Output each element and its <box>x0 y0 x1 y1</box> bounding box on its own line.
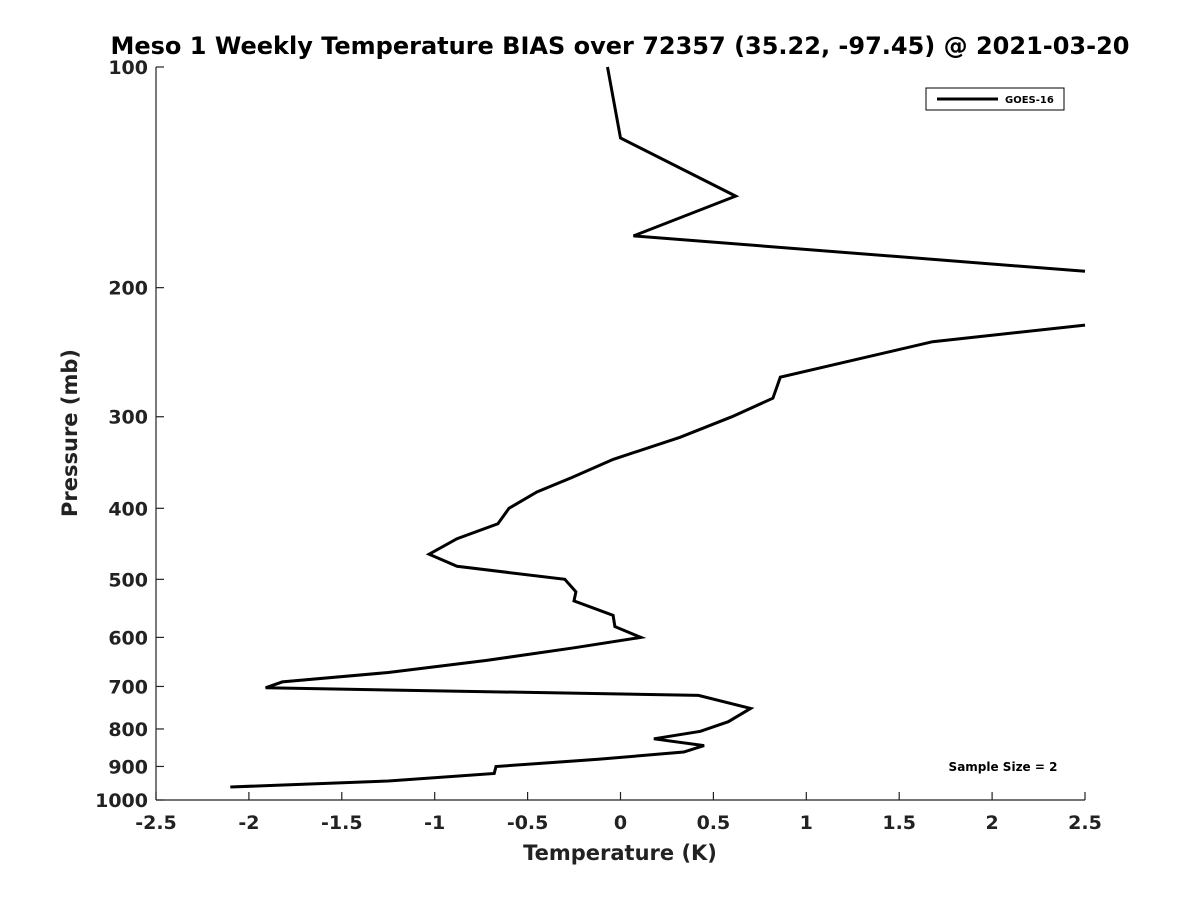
x-tick-label: 1.5 <box>882 812 916 834</box>
y-ticks: 100 200 300 400 500 600 700 800 900 1000 <box>95 57 164 812</box>
x-ticks: -2.5 -2 -1.5 -1 -0.5 0 0.5 1 1.5 2 2.5 <box>135 792 1102 834</box>
y-tick-label: 800 <box>108 719 148 741</box>
x-tick-label: -0.5 <box>507 812 549 834</box>
series-line-goes-16-segment-1 <box>230 323 1086 789</box>
y-tick-label: 1000 <box>95 790 148 812</box>
sample-size-annotation: Sample Size = 2 <box>949 760 1058 774</box>
y-tick-label: 100 <box>108 57 148 79</box>
y-axis-label: Pressure (mb) <box>58 349 82 517</box>
x-tick-label: 2 <box>985 812 998 834</box>
chart-title: Meso 1 Weekly Temperature BIAS over 7235… <box>110 32 1129 60</box>
x-tick-label: -2 <box>238 812 259 834</box>
y-tick-label: 500 <box>108 569 148 591</box>
x-tick-label: 0.5 <box>697 812 731 834</box>
y-tick-label: 300 <box>108 407 148 429</box>
x-tick-label: 0 <box>614 812 627 834</box>
x-tick-label: -1 <box>424 812 445 834</box>
x-axis-label: Temperature (K) <box>523 841 717 865</box>
y-tick-label: 400 <box>108 498 148 520</box>
series-layer <box>230 66 1086 789</box>
y-tick-label: 600 <box>108 627 148 649</box>
x-tick-label: 1 <box>800 812 813 834</box>
x-tick-label: -2.5 <box>135 812 177 834</box>
y-tick-label: 700 <box>108 676 148 698</box>
series-line-goes-16-segment-0 <box>606 66 1086 273</box>
legend: GOES-16 <box>925 87 1065 111</box>
y-tick-label: 200 <box>108 278 148 300</box>
legend-label-goes-16: GOES-16 <box>1005 95 1054 106</box>
y-tick-label: 900 <box>108 756 148 778</box>
x-tick-label: -1.5 <box>321 812 363 834</box>
x-tick-label: 2.5 <box>1068 812 1102 834</box>
